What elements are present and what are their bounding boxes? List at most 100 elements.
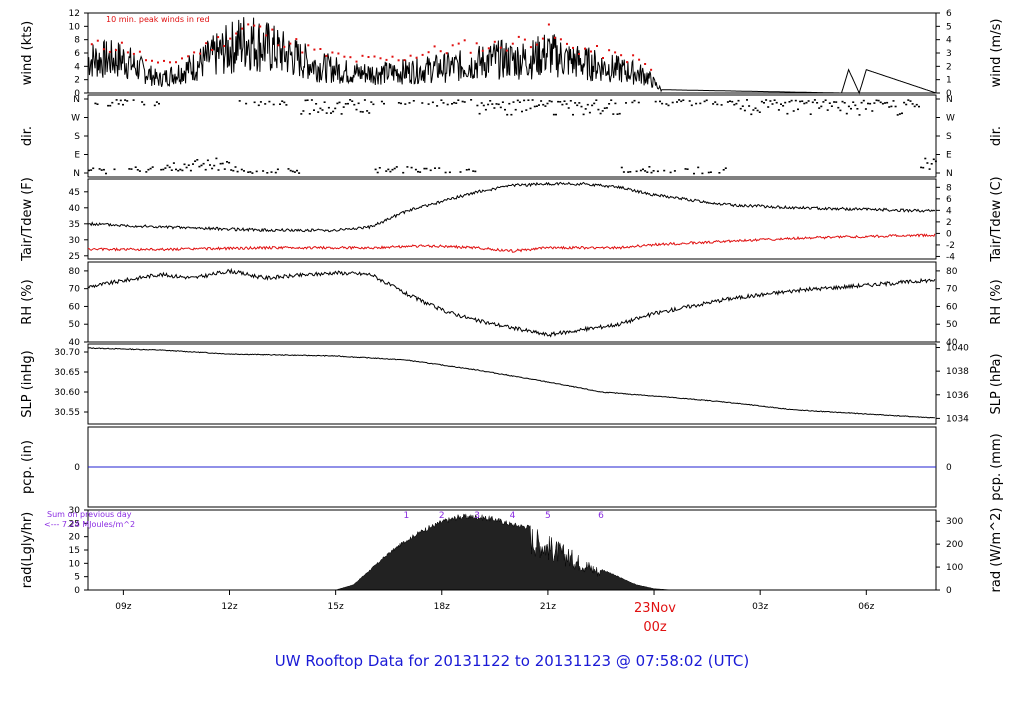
dir-point bbox=[470, 99, 473, 101]
dir-point bbox=[400, 102, 402, 105]
wind-peak-point bbox=[463, 39, 466, 42]
temp-left-tick-label: 35 bbox=[69, 220, 80, 230]
dir-point bbox=[580, 105, 583, 108]
dir-point bbox=[359, 110, 362, 113]
wind-peak-point bbox=[271, 28, 274, 31]
wind-peak-point bbox=[445, 52, 448, 55]
dir-point bbox=[136, 169, 139, 171]
dir-point bbox=[196, 159, 199, 161]
wind-peak-point bbox=[433, 45, 436, 48]
dir-point bbox=[862, 99, 865, 102]
wind-peak-point bbox=[391, 55, 394, 58]
dir-point bbox=[650, 171, 653, 174]
dir-point bbox=[187, 164, 190, 166]
temp-right-tick-label: -2 bbox=[946, 241, 955, 251]
dir-point bbox=[578, 102, 581, 104]
dir-point bbox=[699, 102, 702, 105]
dir-point bbox=[705, 99, 708, 102]
dir-point bbox=[319, 107, 322, 110]
wind-right-tick-label: 1 bbox=[946, 76, 952, 86]
dir-point bbox=[750, 113, 753, 116]
dir-point bbox=[166, 164, 169, 167]
dir-point bbox=[709, 171, 712, 173]
dir-point bbox=[257, 104, 260, 107]
dir-point bbox=[374, 168, 377, 171]
dir-point bbox=[115, 99, 118, 101]
dir-point bbox=[230, 169, 233, 171]
dir-point bbox=[90, 169, 93, 171]
dir-point bbox=[892, 100, 895, 102]
wind-peak-point bbox=[373, 55, 376, 58]
wind-peak-point bbox=[614, 51, 617, 54]
dir-point bbox=[773, 99, 776, 101]
temp-left-tick-label: 45 bbox=[69, 188, 80, 198]
day-marker-date: 23Nov bbox=[634, 601, 676, 616]
dir-point bbox=[684, 168, 687, 170]
dir-point bbox=[799, 100, 802, 103]
dir-point bbox=[391, 168, 394, 171]
dir-point bbox=[635, 170, 638, 173]
dir-point bbox=[867, 102, 869, 105]
dir-point bbox=[96, 103, 99, 105]
wind-peak-point bbox=[487, 47, 490, 50]
dir-point bbox=[162, 168, 165, 171]
dir-point bbox=[423, 167, 426, 170]
dir-point bbox=[240, 168, 243, 171]
dir-point bbox=[663, 169, 666, 172]
dir-point bbox=[538, 104, 540, 106]
wind-peak-point bbox=[499, 46, 502, 49]
rad-left-tick-label: 25 bbox=[69, 519, 80, 529]
dir-point bbox=[340, 113, 343, 115]
solar-hour-mark: 3 bbox=[474, 511, 480, 521]
wind-peak-point bbox=[337, 52, 340, 55]
dir-point bbox=[612, 113, 615, 115]
dir-point bbox=[134, 166, 137, 168]
dir-point bbox=[459, 171, 462, 173]
dir-point bbox=[204, 168, 207, 171]
rad-left-tick-label: 0 bbox=[74, 586, 80, 596]
dir-point bbox=[172, 162, 175, 164]
dir-point bbox=[510, 113, 513, 116]
dir-point bbox=[818, 107, 821, 109]
dir-point bbox=[143, 103, 146, 106]
dir-point bbox=[561, 103, 564, 106]
wind-peak-point bbox=[325, 54, 328, 57]
wind-peak-point bbox=[632, 54, 635, 57]
wind-peak-point bbox=[584, 47, 586, 50]
rad-right-tick-label: 300 bbox=[946, 517, 963, 527]
dir-point bbox=[325, 112, 328, 114]
dir-point bbox=[646, 171, 649, 173]
dir-point bbox=[234, 166, 237, 168]
dir-point bbox=[434, 167, 436, 169]
dir-point bbox=[406, 166, 409, 168]
wind-peak-point bbox=[541, 37, 544, 40]
dir-point bbox=[444, 171, 447, 174]
dir-point bbox=[659, 100, 661, 103]
dir-point bbox=[605, 107, 608, 109]
dir-point bbox=[786, 112, 789, 115]
dir-point bbox=[894, 105, 897, 108]
dir-point bbox=[676, 101, 678, 103]
wind-peak-point bbox=[163, 59, 165, 62]
dir-point bbox=[363, 99, 366, 101]
dir-point bbox=[417, 170, 419, 173]
dir-panel-frame bbox=[87, 94, 937, 178]
dir-point bbox=[873, 102, 876, 104]
dir-point bbox=[920, 166, 923, 169]
wind-peak-point bbox=[415, 56, 418, 59]
wind-peak-point bbox=[349, 56, 352, 59]
day-marker-hour: 00z bbox=[643, 620, 667, 635]
dir-point bbox=[107, 104, 110, 107]
dir-point bbox=[285, 104, 288, 106]
wind-peak-point bbox=[319, 48, 322, 50]
wind-peak-point bbox=[439, 50, 442, 53]
dir-point bbox=[245, 102, 248, 105]
dir-point bbox=[858, 114, 861, 116]
wind-peak-point bbox=[535, 43, 538, 46]
dir-point bbox=[775, 101, 778, 104]
dir-point bbox=[760, 100, 763, 103]
dir-point bbox=[421, 102, 424, 104]
wind-peak-point bbox=[175, 61, 177, 64]
dir-point bbox=[385, 170, 388, 172]
